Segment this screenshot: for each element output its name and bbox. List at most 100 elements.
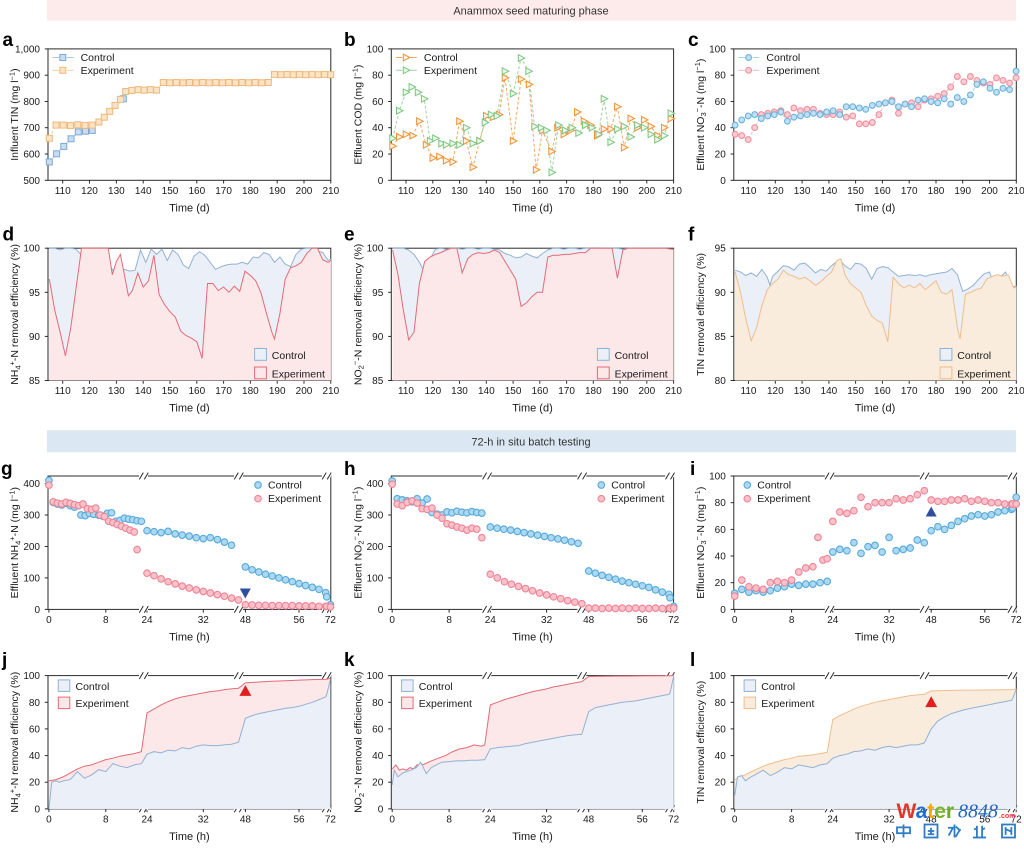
svg-text:Control: Control: [268, 480, 302, 492]
svg-text:Control: Control: [757, 480, 791, 492]
svg-text:100: 100: [23, 671, 40, 682]
svg-text:0: 0: [378, 804, 384, 815]
svg-text:8: 8: [789, 814, 795, 825]
svg-text:72: 72: [668, 814, 680, 825]
svg-text:0: 0: [720, 176, 726, 187]
svg-text:200: 200: [296, 186, 313, 197]
svg-text:60: 60: [372, 724, 384, 735]
svg-text:48: 48: [926, 615, 938, 626]
svg-text:80: 80: [715, 698, 727, 709]
svg-text:8: 8: [446, 814, 452, 825]
svg-text:8848: 8848: [958, 801, 998, 823]
svg-text:0: 0: [720, 804, 726, 815]
svg-text:80: 80: [372, 71, 384, 82]
svg-text:95: 95: [715, 244, 727, 255]
svg-text:72: 72: [325, 814, 337, 825]
svg-text:NO2​−​-N removal efficiency (%: NO2​−​-N removal efficiency (%): [351, 244, 366, 385]
svg-text:Time (d): Time (d): [512, 202, 553, 214]
svg-text:56: 56: [293, 814, 305, 825]
svg-text:200: 200: [23, 542, 40, 553]
svg-text:56: 56: [979, 814, 991, 825]
svg-text:0: 0: [732, 615, 738, 626]
svg-text:Time (h): Time (h): [855, 631, 896, 643]
svg-text:210: 210: [322, 186, 339, 197]
svg-text:140: 140: [821, 386, 838, 397]
svg-text:TIN removal efficiency (%): TIN removal efficiency (%): [695, 253, 707, 376]
svg-text:Time (d): Time (d): [855, 403, 896, 415]
svg-text:170: 170: [215, 386, 232, 397]
svg-text:60: 60: [29, 724, 41, 735]
svg-text:Effluent NH4​+​-N (mg l−1​): Effluent NH4​+​-N (mg l−1​): [7, 487, 22, 598]
svg-text:170: 170: [558, 386, 575, 397]
svg-text:Control: Control: [272, 350, 306, 362]
svg-text:32: 32: [198, 814, 210, 825]
svg-text:56: 56: [293, 615, 305, 626]
svg-text:Anammox seed maturing phase: Anammox seed maturing phase: [453, 6, 608, 18]
svg-text:140: 140: [478, 386, 495, 397]
svg-text:100: 100: [367, 573, 384, 584]
svg-text:40: 40: [29, 751, 41, 762]
svg-text:k: k: [344, 650, 355, 671]
svg-text:210: 210: [665, 186, 682, 197]
svg-text:20: 20: [715, 778, 727, 789]
svg-text:Effluent COD (mg l−1​): Effluent COD (mg l−1​): [351, 65, 365, 165]
svg-text:j: j: [1, 650, 7, 671]
svg-text:0: 0: [389, 615, 395, 626]
svg-text:110: 110: [398, 186, 414, 197]
svg-text:Experiment: Experiment: [272, 368, 325, 380]
svg-text:Experiment: Experiment: [615, 368, 668, 380]
svg-text:85: 85: [372, 376, 384, 387]
svg-text:80: 80: [372, 698, 384, 709]
svg-text:24: 24: [827, 814, 839, 825]
svg-text:400: 400: [23, 479, 40, 490]
svg-text:e: e: [344, 225, 355, 246]
svg-text:0: 0: [378, 176, 384, 187]
svg-text:500: 500: [23, 176, 40, 187]
svg-text:900: 900: [23, 71, 40, 82]
svg-text:h: h: [344, 459, 356, 480]
svg-text:210: 210: [1008, 386, 1024, 397]
svg-text:48: 48: [583, 814, 595, 825]
svg-text:i: i: [690, 459, 695, 480]
svg-text:72: 72: [668, 615, 680, 626]
svg-text:Control: Control: [81, 52, 115, 64]
svg-text:110: 110: [741, 186, 757, 197]
svg-text:20: 20: [372, 150, 384, 161]
svg-text:170: 170: [901, 386, 918, 397]
svg-text:48: 48: [926, 814, 938, 825]
svg-text:20: 20: [715, 578, 727, 589]
svg-text:160: 160: [188, 186, 205, 197]
svg-text:200: 200: [367, 542, 384, 553]
svg-text:24: 24: [141, 814, 153, 825]
svg-text:150: 150: [847, 186, 864, 197]
svg-text:NO2​−​-N removal efficiency (%: NO2​−​-N removal efficiency (%): [351, 671, 366, 812]
svg-text:Experiment: Experiment: [268, 493, 321, 505]
svg-text:80: 80: [715, 376, 727, 387]
svg-text:180: 180: [242, 386, 259, 397]
svg-text:100: 100: [367, 44, 384, 55]
svg-text:Experiment: Experiment: [419, 698, 472, 710]
svg-text:150: 150: [505, 186, 522, 197]
svg-text:Experiment: Experiment: [957, 368, 1010, 380]
svg-text:100: 100: [23, 244, 40, 255]
svg-text:0: 0: [46, 615, 52, 626]
svg-text:150: 150: [505, 386, 522, 397]
svg-text:32: 32: [884, 814, 896, 825]
svg-text:90: 90: [29, 332, 41, 343]
svg-text:140: 140: [135, 186, 152, 197]
svg-text:0: 0: [732, 814, 738, 825]
svg-text:160: 160: [188, 386, 205, 397]
svg-text:NH4​+​-N removal efficiency (%: NH4​+​-N removal efficiency (%): [8, 672, 23, 813]
svg-text:180: 180: [585, 386, 602, 397]
svg-text:Experiment: Experiment: [766, 65, 819, 77]
svg-text:56: 56: [637, 615, 649, 626]
svg-text:100: 100: [709, 44, 726, 55]
svg-text:130: 130: [451, 186, 468, 197]
svg-text:800: 800: [23, 97, 40, 108]
svg-text:100: 100: [709, 671, 726, 682]
svg-text:f: f: [688, 225, 695, 246]
svg-text:60: 60: [715, 97, 727, 108]
svg-text:160: 160: [874, 386, 891, 397]
svg-text:150: 150: [162, 386, 179, 397]
svg-text:40: 40: [715, 123, 727, 134]
